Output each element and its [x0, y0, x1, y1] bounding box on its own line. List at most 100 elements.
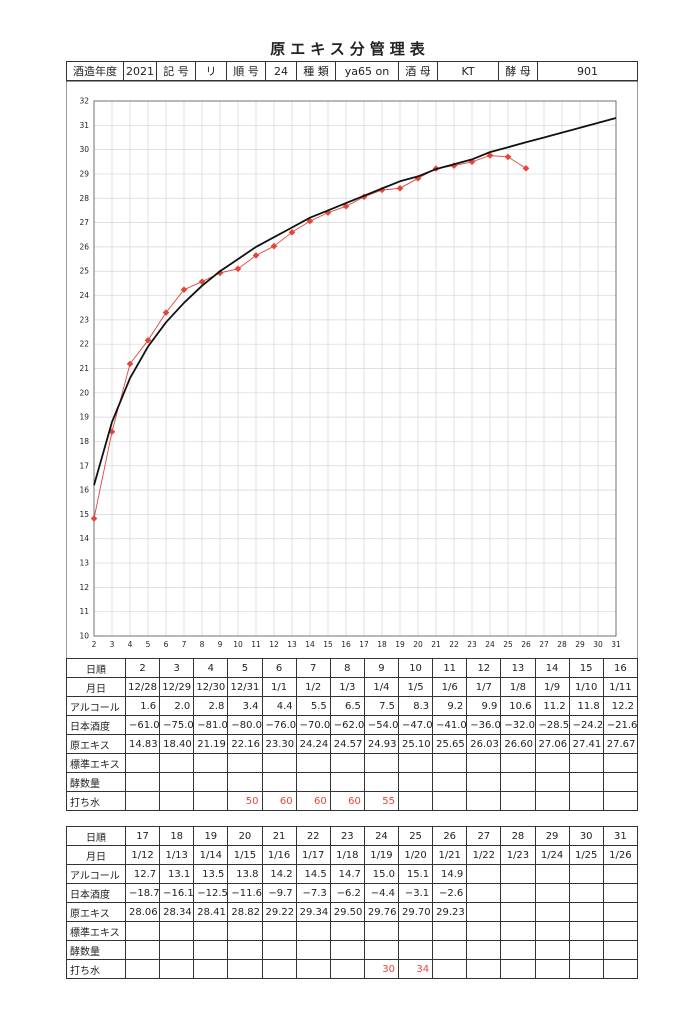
table-cell: [466, 959, 502, 979]
table-cell: [466, 864, 502, 884]
table-cell: −41.0: [432, 715, 468, 735]
table-cell: 3.4: [227, 696, 263, 716]
table-cell: 12/31: [227, 677, 263, 697]
table-cell: 20: [227, 826, 263, 846]
table-cell: −81.0: [193, 715, 229, 735]
chart-frame: [66, 81, 638, 659]
data-point-marker: [90, 515, 98, 522]
table-cell: 12/28: [124, 677, 161, 697]
table-cell: [500, 753, 536, 773]
table-cell: 11.8: [568, 696, 604, 716]
std-extract-row: 標準エキス: [66, 753, 639, 773]
table-cell: [329, 772, 365, 792]
table-cell: −7.3: [295, 883, 331, 903]
table-cell: 7.5: [363, 696, 400, 716]
table-cell: [534, 791, 570, 811]
table-cell: [432, 940, 468, 960]
table-cell: 26.60: [500, 734, 536, 754]
table-cell: [227, 959, 263, 979]
table-cell: [500, 902, 536, 922]
koji-count-row: 酵数量: [66, 772, 639, 792]
x-tick-label: 24: [485, 640, 495, 649]
smv-row: 日本酒度 −61.0 −75.0 −81.0 −80.0 −76.0 −70.0 −62.0−…: [66, 715, 639, 735]
table-cell: 22.16: [227, 734, 263, 754]
table-cell: [534, 864, 570, 884]
x-tick-label: 23: [467, 640, 477, 649]
table-cell: 6: [261, 658, 297, 678]
table-cell: [466, 772, 502, 792]
data-point-marker: [234, 265, 242, 273]
y-tick-label: 11: [79, 607, 89, 616]
table-cell: 9: [363, 658, 400, 678]
table-cell: 60: [261, 791, 297, 811]
table-cell: [568, 791, 604, 811]
table-cell: 25: [397, 826, 434, 846]
table-cell: [193, 791, 229, 811]
y-tick-label: 24: [79, 291, 89, 300]
y-tick-label: 13: [79, 559, 89, 568]
table-cell: [295, 753, 331, 773]
order-value: 24: [265, 61, 297, 81]
table-cell: 1/15: [227, 845, 263, 865]
water-row: 打ち水 50 60 60 60 55: [66, 791, 639, 811]
table-cell: [159, 940, 195, 960]
table-cell: 28.41: [193, 902, 229, 922]
table-cell: [602, 864, 639, 884]
data-point-marker: [162, 309, 170, 316]
table-cell: [534, 753, 570, 773]
table-cell: [602, 940, 639, 960]
table-cell: [363, 753, 400, 773]
y-tick-label: 18: [79, 437, 89, 446]
table-cell: [295, 959, 331, 979]
table-cell: 1/6: [432, 677, 468, 697]
table-cell: 1/11: [602, 677, 639, 697]
table-cell: 17: [124, 826, 161, 846]
y-tick-label: 22: [79, 340, 89, 349]
y-tick-label: 16: [79, 486, 89, 495]
x-tick-label: 8: [200, 640, 205, 649]
x-tick-label: 15: [323, 640, 333, 649]
table-cell: 1/14: [193, 845, 229, 865]
table-cell: 12/30: [193, 677, 229, 697]
table-cell: [193, 772, 229, 792]
alcohol-row: アルコール 12.7 13.1 13.5 13.8 14.2 14.5 14.7 15.0 15.…: [66, 864, 639, 884]
table-cell: [568, 921, 604, 941]
table-cell: [295, 921, 331, 941]
table-cell: 5: [227, 658, 263, 678]
table-cell: [159, 772, 195, 792]
table-cell: 12/29: [159, 677, 195, 697]
x-tick-label: 22: [449, 640, 459, 649]
table-cell: 1/13: [159, 845, 195, 865]
table-cell: [193, 753, 229, 773]
table-cell: 34: [397, 959, 434, 979]
table-cell: [432, 772, 468, 792]
year-value: 2021: [123, 61, 157, 81]
table-cell: 23: [329, 826, 365, 846]
table-cell: [397, 791, 434, 811]
table-cell: 9.9: [466, 696, 502, 716]
y-tick-label: 25: [79, 267, 89, 276]
table-cell: 19: [193, 826, 229, 846]
y-tick-label: 27: [79, 218, 89, 227]
table-cell: 21.19: [193, 734, 229, 754]
table-cell: 16: [602, 658, 639, 678]
table-cell: 24.93: [363, 734, 400, 754]
y-tick-label: 26: [79, 242, 89, 251]
table-cell: [466, 753, 502, 773]
table-cell: 1/24: [534, 845, 570, 865]
table-cell: 28.82: [227, 902, 263, 922]
table-cell: [261, 959, 297, 979]
table-cell: [227, 940, 263, 960]
y-tick-label: 32: [79, 97, 89, 106]
koji-count-row: 酵数量: [66, 940, 639, 960]
table-cell: 14: [534, 658, 570, 678]
table-cell: 15.1: [397, 864, 434, 884]
row-label: 標準エキス: [66, 921, 126, 941]
table-cell: 1/19: [363, 845, 400, 865]
table-cell: 60: [295, 791, 331, 811]
extract-chart: 2 3 4 5 6 7 8 9 10 11 12 13 14 15 16 17 18 19 20 21 22 23 24 25…: [66, 81, 638, 659]
table-cell: −18.7: [124, 883, 161, 903]
data-point-marker: [126, 360, 134, 368]
table-cell: [397, 921, 434, 941]
table-cell: 11.2: [534, 696, 570, 716]
